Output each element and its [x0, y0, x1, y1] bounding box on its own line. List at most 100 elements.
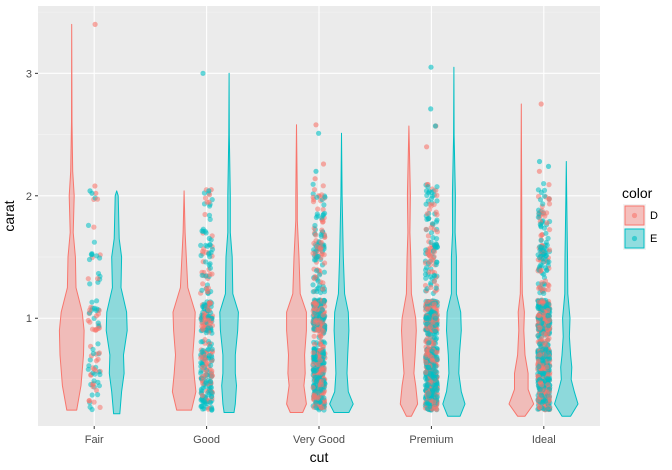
jitter-point	[541, 211, 547, 217]
jitter-point	[320, 212, 326, 218]
jitter-point	[427, 274, 433, 280]
jitter-point	[91, 378, 97, 384]
jitter-point	[207, 242, 213, 248]
jitter-point	[199, 287, 205, 293]
jitter-point	[431, 335, 437, 341]
outlier-point-E	[316, 130, 322, 136]
jitter-point	[95, 276, 101, 282]
jitter-point	[546, 201, 553, 207]
jitter-point	[87, 404, 93, 410]
jitter-point	[317, 272, 323, 278]
jitter-point	[202, 337, 208, 343]
jitter-point	[202, 372, 208, 378]
jitter-point	[428, 203, 434, 209]
jitter-point	[431, 254, 437, 260]
jitter-point	[536, 363, 542, 370]
jitter-point	[434, 356, 440, 362]
jitter-point	[423, 369, 429, 375]
jitter-point	[544, 389, 550, 395]
jitter-point	[431, 399, 437, 405]
jitter-point	[311, 341, 318, 347]
jitter-point	[88, 252, 94, 258]
jitter-point	[321, 252, 327, 258]
jitter-point	[93, 387, 99, 393]
jitter-point	[313, 257, 319, 263]
legend-label: E	[650, 233, 657, 245]
jitter-point	[538, 223, 544, 229]
jitter-point	[209, 246, 216, 252]
jitter-point	[91, 399, 97, 405]
jitter-point	[430, 388, 436, 394]
jitter-point	[430, 319, 436, 325]
jitter-point	[541, 271, 547, 277]
jitter-point	[310, 199, 317, 205]
jitter-point	[423, 201, 429, 207]
jitter-point	[203, 259, 209, 265]
x-tick-label: Fair	[85, 434, 104, 446]
jitter-point	[545, 382, 551, 388]
jitter-point	[426, 391, 432, 397]
jitter-point	[199, 393, 205, 399]
jitter-point	[85, 317, 91, 324]
jitter-point	[206, 199, 212, 205]
jitter-point	[95, 341, 101, 347]
jitter-point	[425, 381, 431, 388]
violin-E-good	[219, 72, 239, 413]
x-tick-label: Good	[193, 434, 220, 446]
jitter-point	[423, 188, 430, 194]
jitter-point	[423, 226, 429, 232]
jitter-point	[94, 253, 100, 259]
outlier-point-E	[89, 190, 95, 196]
jitter-point	[318, 247, 324, 253]
jitter-point	[429, 221, 436, 227]
jitter-point	[318, 341, 324, 347]
jitter-point	[545, 307, 551, 313]
jitter-point	[312, 222, 318, 229]
jitter-point	[434, 192, 440, 198]
jitter-point	[546, 247, 553, 253]
jitter-point	[207, 399, 214, 406]
jitter-point	[541, 290, 547, 296]
jitter-point	[431, 249, 438, 255]
jitter-point	[198, 252, 204, 259]
jitter-point	[545, 235, 551, 241]
jitter-point	[429, 348, 435, 354]
jitter-point	[543, 239, 549, 245]
jitter-point	[87, 307, 93, 313]
jitter-point	[312, 300, 318, 306]
jitter-point	[201, 398, 207, 405]
jitter-point	[87, 281, 93, 287]
jitter-point	[543, 342, 549, 348]
jitter-point	[200, 248, 206, 255]
jitter-point	[425, 249, 431, 255]
jitter-point	[545, 406, 551, 412]
jitter-point	[434, 212, 440, 218]
jitter-point	[423, 275, 429, 281]
jitter-point	[95, 356, 101, 362]
jitter-point	[200, 364, 206, 370]
jitter-point	[431, 301, 437, 307]
violin-D-ideal	[508, 103, 535, 417]
jitter-point	[434, 394, 440, 400]
jitter-point	[433, 262, 439, 268]
jitter-point	[312, 388, 318, 394]
jitter-point	[423, 267, 429, 273]
jitter-point	[205, 285, 211, 291]
jitter-point	[424, 211, 430, 217]
jitter-point	[95, 270, 102, 277]
jitter-point	[423, 315, 429, 321]
jitter-point	[433, 285, 439, 291]
jitter-point	[97, 404, 103, 410]
jitter-point	[315, 361, 321, 367]
jitter-point	[543, 230, 549, 236]
jitter-point	[535, 304, 541, 310]
jitter-point	[310, 250, 316, 256]
jitter-point	[94, 306, 100, 312]
legend-key-point	[631, 235, 638, 242]
outlier-point-D	[320, 161, 327, 167]
jitter-point	[434, 198, 440, 204]
jitter-point	[200, 326, 206, 332]
outlier-point-D	[312, 176, 318, 182]
jitter-point	[537, 197, 544, 203]
jitter-point	[94, 196, 101, 202]
